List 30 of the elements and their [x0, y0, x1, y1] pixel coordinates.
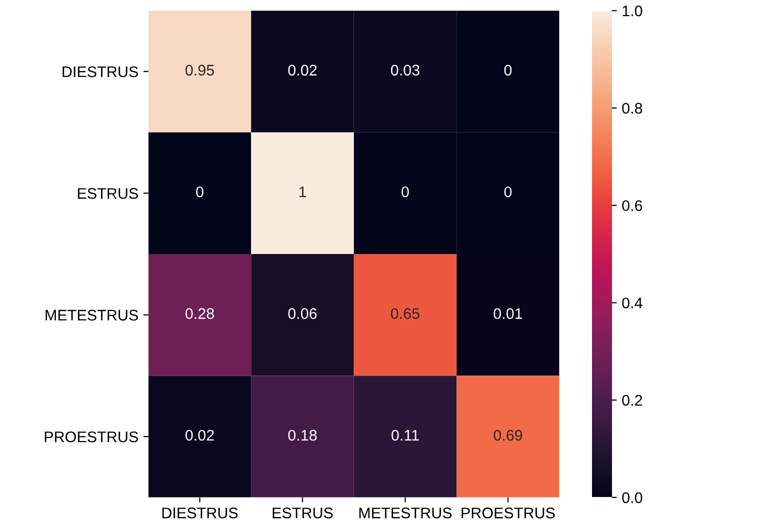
data-label: 0.11: [392, 430, 419, 441]
data-label: 0.28: [185, 308, 214, 319]
data-label: 0.69: [494, 430, 522, 441]
x-tick-label: PROESTRUS: [462, 508, 555, 518]
y-tick-label: ESTRUS: [78, 188, 138, 199]
data-label: 0.03: [390, 64, 420, 76]
y-tick-label: METESTRUS: [46, 310, 138, 321]
data-label: 1: [299, 186, 306, 198]
color-bar-label: 0.0: [622, 492, 642, 504]
data-label: 0.06: [288, 308, 317, 319]
y-tick-label: PROESTRUS: [44, 431, 138, 442]
color-bar-label: 0.8: [622, 102, 642, 114]
data-label: 0: [402, 186, 409, 198]
color-bar-label: 1.0: [622, 6, 642, 16]
data-label: 0.65: [390, 308, 420, 319]
data-label: 0: [196, 186, 204, 198]
x-tick-label: DIESTRUS: [162, 508, 238, 518]
data-label: 0: [504, 186, 512, 198]
data-label: 0: [504, 64, 512, 76]
x-tick-label: ESTRUS: [272, 508, 333, 518]
data-label: 0.95: [185, 64, 214, 76]
y-tick-label: DIESTRUS: [62, 66, 138, 78]
color-bar-label: 0.6: [622, 200, 642, 212]
color-bar-label: 0.2: [622, 394, 642, 406]
color-bar-label: 0.4: [622, 298, 642, 308]
data-label: 0.18: [288, 430, 317, 441]
data-label: 0.02: [185, 430, 214, 441]
data-label: 0.01: [494, 308, 522, 319]
x-tick-label: METESTRUS: [359, 508, 452, 518]
data-label: 0.02: [288, 64, 317, 76]
